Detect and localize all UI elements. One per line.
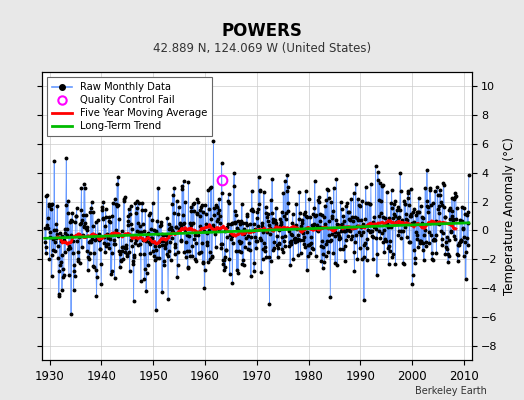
Text: Berkeley Earth: Berkeley Earth <box>416 386 487 396</box>
Text: POWERS: POWERS <box>222 22 302 40</box>
Y-axis label: Temperature Anomaly (°C): Temperature Anomaly (°C) <box>504 137 516 295</box>
Text: 42.889 N, 124.069 W (United States): 42.889 N, 124.069 W (United States) <box>153 42 371 55</box>
Legend: Raw Monthly Data, Quality Control Fail, Five Year Moving Average, Long-Term Tren: Raw Monthly Data, Quality Control Fail, … <box>47 77 212 136</box>
